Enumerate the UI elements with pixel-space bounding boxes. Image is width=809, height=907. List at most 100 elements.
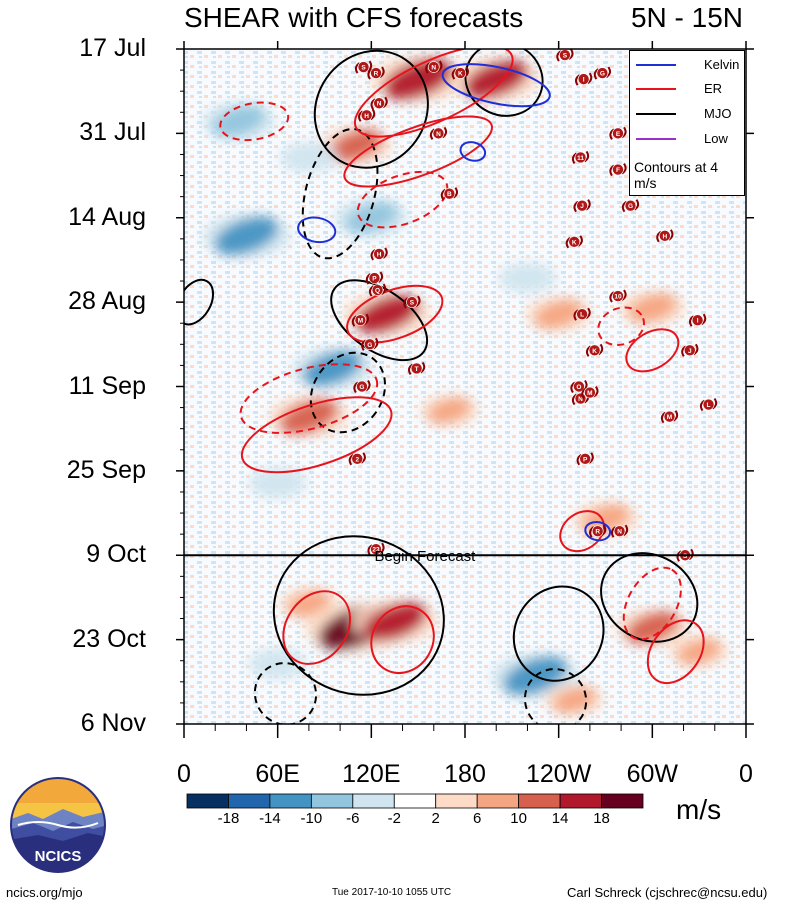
legend: Kelvin ER MJO Low Contours at 4 m/s <box>629 50 745 196</box>
colorbar-tick-label: 2 <box>431 810 440 827</box>
storm-marker: M <box>351 313 369 327</box>
mjo-contour <box>313 49 429 169</box>
storm-tail <box>571 152 578 165</box>
legend-item-kelvin: Kelvin <box>634 55 744 75</box>
storm-tail <box>577 235 583 247</box>
site-link[interactable]: ncics.org/mjo <box>6 885 83 900</box>
storm-letter: N <box>578 396 583 403</box>
storm-marker: G <box>353 379 371 394</box>
storm-tail <box>585 307 591 320</box>
storm-marker: 10 <box>609 289 627 303</box>
er-contour <box>646 619 705 685</box>
er-contour <box>353 49 514 138</box>
storm-tail <box>693 343 699 356</box>
storm-marker: M <box>660 410 679 424</box>
storm-tail <box>576 453 582 466</box>
storm-letter: I <box>583 77 585 84</box>
storm-marker: G <box>361 337 379 351</box>
er-contour <box>356 170 449 229</box>
storm-tail <box>363 313 369 326</box>
storm-marker: I <box>575 72 593 86</box>
storm-icon <box>613 525 626 537</box>
storm-marker: R <box>367 66 385 80</box>
er-contour <box>239 363 379 434</box>
storm-tail <box>681 345 687 357</box>
storm-icon <box>579 453 592 465</box>
ncics-logo: NCICS <box>10 777 106 873</box>
storm-tail <box>353 381 359 394</box>
storm-tail <box>622 524 629 536</box>
storm-tail <box>609 164 615 177</box>
x-tick-label: 120W <box>526 760 592 788</box>
colorbar-swatch <box>393 793 437 809</box>
storm-tail <box>377 271 384 283</box>
anomaly-blob <box>677 638 721 666</box>
storm-tail <box>621 289 627 301</box>
y-tick-label: 31 Jul <box>79 118 146 147</box>
y-tick-label: 9 Oct <box>86 540 146 569</box>
colorbar-tick-label: -2 <box>387 810 401 827</box>
er-contour <box>343 115 493 188</box>
storm-marker: N <box>370 96 388 110</box>
storm-marker: M <box>581 385 599 400</box>
storm-marker: 2 <box>348 452 366 466</box>
storm-marker: K <box>451 66 469 80</box>
storm-tail <box>588 452 594 464</box>
anomaly-blob <box>287 144 331 171</box>
y-tick-label: 11 Sep <box>68 371 146 400</box>
storm-icon <box>454 67 467 79</box>
y-tick-label: 14 Aug <box>68 202 146 231</box>
contour-note: Contours at 4 m/s <box>634 159 719 191</box>
legend-kelvin-line <box>636 64 676 66</box>
legend-item-low: Low <box>634 129 744 149</box>
storm-tail <box>609 128 615 140</box>
chart-title: SHEAR with CFS forecasts <box>184 2 524 33</box>
storm-tail <box>361 339 367 351</box>
storm-icon <box>363 338 376 351</box>
storm-icon <box>370 67 382 79</box>
anomaly-blob <box>362 602 427 641</box>
anomaly-blob <box>534 299 583 329</box>
colorbar-tick-label: -6 <box>346 810 360 827</box>
anomaly-blob <box>354 294 420 334</box>
storm-letter: L <box>707 402 711 409</box>
storm-tail <box>370 98 376 110</box>
storm-letter: P <box>583 456 588 463</box>
storm-icon <box>591 525 604 537</box>
storm-letter: H <box>364 113 369 120</box>
colorbar-units: m/s <box>676 794 722 825</box>
storm-tail <box>711 398 718 410</box>
storm-tail <box>565 237 571 249</box>
storm-icon <box>356 380 368 393</box>
storm-marker: H <box>656 229 674 243</box>
storm-tail <box>668 229 674 241</box>
storm-marker: J <box>573 199 591 213</box>
storm-letter: M <box>358 318 363 325</box>
mjo-contour <box>464 49 544 117</box>
colorbar-swatch <box>310 793 354 809</box>
storm-letter: F <box>616 167 620 174</box>
storm-icon <box>588 344 601 357</box>
storm-tail <box>370 108 376 121</box>
storm-letter: S <box>410 300 415 307</box>
storm-tail <box>609 291 615 303</box>
storm-marker: E <box>609 126 627 140</box>
kelvin-contour <box>459 141 487 162</box>
anomaly-blob <box>302 350 362 387</box>
begin-forecast-label: Begin Forecast <box>374 548 476 566</box>
storm-icon <box>574 151 587 164</box>
storm-icon <box>354 314 367 327</box>
mjo-contour <box>309 351 387 434</box>
storm-icon <box>612 127 624 140</box>
legend-kelvin-label: Kelvin <box>704 57 740 72</box>
storm-icon <box>432 127 445 140</box>
storm-marker: J <box>681 343 699 357</box>
storm-tail <box>568 49 574 60</box>
legend-er-line <box>636 88 676 90</box>
storm-tail <box>425 62 431 74</box>
y-tick-label: 25 Sep <box>66 455 146 484</box>
storm-tail <box>656 230 662 243</box>
storm-marker: P <box>576 452 594 466</box>
er-contour <box>597 306 645 347</box>
anomaly-blob <box>287 590 331 617</box>
